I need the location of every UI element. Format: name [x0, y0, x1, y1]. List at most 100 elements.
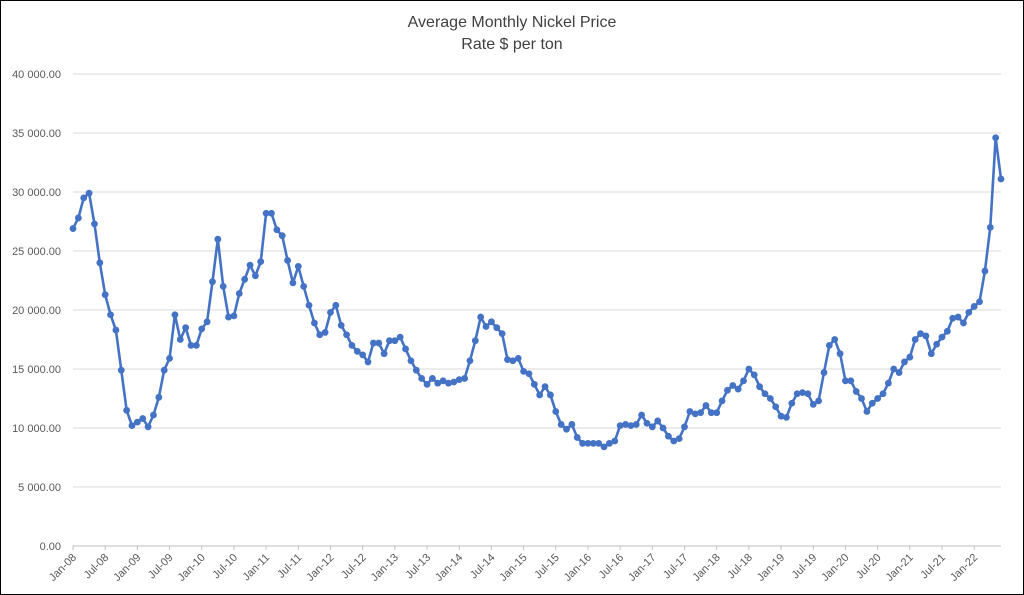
data-point	[981, 267, 989, 275]
data-point	[348, 342, 356, 349]
data-point	[445, 379, 452, 387]
data-point	[799, 389, 806, 396]
x-tick-label: Jul-15	[532, 552, 562, 582]
data-point	[117, 366, 125, 374]
data-point	[895, 369, 903, 376]
data-point	[182, 324, 190, 332]
data-point	[155, 393, 163, 401]
data-point	[294, 262, 302, 270]
data-point	[310, 319, 318, 327]
data-point	[734, 385, 742, 393]
x-tick-label: Jul-11	[275, 552, 304, 581]
y-tick-label: 15 000.00	[12, 364, 61, 376]
data-point	[219, 283, 227, 290]
x-tick-label: Jul-09	[146, 552, 176, 582]
data-point	[820, 369, 828, 376]
data-point	[514, 354, 522, 362]
data-point	[874, 395, 882, 402]
data-point	[858, 395, 865, 402]
data-point	[364, 358, 372, 366]
data-point	[402, 345, 409, 353]
data-point	[670, 437, 678, 445]
data-point	[380, 350, 388, 358]
data-point	[547, 391, 554, 399]
data-point	[139, 415, 147, 422]
data-point	[568, 421, 576, 428]
data-point	[461, 375, 468, 382]
data-point	[922, 332, 930, 340]
data-point	[809, 401, 817, 408]
data-point	[375, 339, 383, 347]
x-tick-label: Jul-14	[468, 552, 498, 582]
data-point	[327, 308, 334, 316]
x-tick-label: Jan-15	[497, 552, 529, 584]
data-point	[589, 439, 597, 447]
data-point	[107, 311, 114, 319]
data-point	[965, 308, 973, 316]
data-point	[450, 378, 458, 386]
y-axis-ticks: 0.00 5 000.00 10 000.00 15 000.00 20 000.00 2…	[12, 69, 61, 553]
x-tick-label: Jul-13	[403, 552, 433, 582]
data-point	[337, 321, 345, 329]
data-point	[750, 371, 758, 379]
data-point	[954, 313, 962, 321]
data-point	[724, 386, 731, 394]
y-tick-label: 0.00	[40, 541, 61, 553]
data-point	[611, 437, 619, 445]
data-point	[938, 333, 946, 341]
x-tick-label: Jan-22	[948, 552, 980, 584]
data-point	[74, 214, 82, 222]
data-point	[144, 423, 152, 431]
data-point	[563, 425, 570, 433]
data-point	[498, 330, 506, 337]
data-point	[868, 399, 876, 407]
x-tick-label: Jan-09	[111, 552, 143, 584]
data-point	[429, 375, 436, 382]
data-point	[863, 408, 871, 415]
data-point	[230, 312, 238, 320]
data-point	[123, 406, 131, 414]
data-point	[927, 350, 935, 358]
data-point	[675, 435, 683, 443]
chart-title: Average Monthly Nickel Price	[407, 14, 617, 31]
x-tick-label: Jul-21	[918, 552, 948, 582]
data-point	[471, 337, 479, 345]
data-point	[761, 390, 769, 398]
data-point	[209, 278, 216, 286]
data-point	[80, 194, 88, 202]
data-point	[530, 380, 538, 388]
data-point	[777, 412, 785, 420]
data-point	[101, 291, 109, 299]
data-point	[595, 439, 603, 447]
x-tick-label: Jan-14	[433, 552, 465, 584]
y-tick-label: 30 000.00	[12, 187, 61, 199]
data-point	[986, 224, 994, 231]
data-point	[622, 421, 629, 428]
x-tick-label: Jan-11	[241, 552, 273, 584]
y-tick-label: 25 000.00	[12, 246, 61, 258]
data-point	[321, 329, 329, 336]
data-point	[488, 318, 495, 326]
data-point	[681, 423, 688, 431]
gridlines	[73, 73, 1001, 547]
data-point	[493, 324, 501, 332]
data-point	[150, 411, 157, 419]
y-tick-label: 35 000.00	[12, 128, 61, 140]
data-point	[740, 377, 747, 385]
y-tick-label: 5 000.00	[18, 482, 61, 494]
data-point	[552, 408, 560, 415]
data-point	[960, 319, 967, 327]
data-point	[353, 347, 361, 355]
data-point	[665, 432, 672, 440]
data-point	[713, 409, 721, 417]
data-point	[128, 422, 136, 430]
data-point	[300, 283, 308, 290]
data-point	[847, 377, 855, 385]
data-point	[96, 259, 104, 267]
data-point	[423, 380, 431, 388]
data-point	[648, 423, 656, 431]
data-point	[343, 331, 350, 339]
data-point	[970, 303, 978, 310]
data-point	[718, 397, 726, 405]
